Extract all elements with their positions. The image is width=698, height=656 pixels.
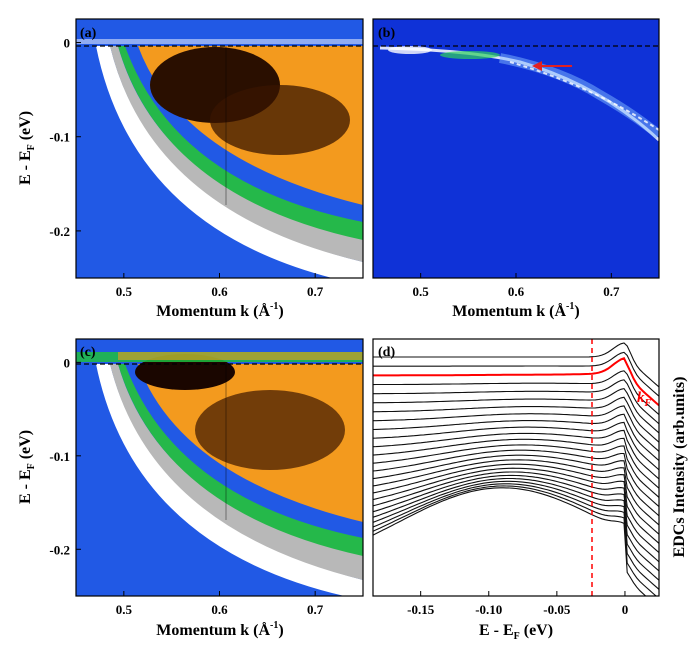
edc-curve	[373, 449, 659, 508]
edc-curve	[373, 459, 659, 526]
panel-c: (c) 0.5 0.6 0.7 0 -0.1 -0.2 Momentum k (Å-1)…	[17, 338, 364, 639]
edc-curve	[373, 477, 659, 572]
panel-b-arrow	[532, 61, 572, 71]
xtick-label: -0.15	[407, 602, 435, 617]
panel-c-ylabel: E - EF (eV)	[17, 430, 37, 504]
edc-curve	[373, 463, 659, 535]
panel-a-yticks: 0 -0.1 -0.2	[49, 36, 81, 239]
edc-curve	[373, 485, 657, 596]
edc-curve	[373, 351, 659, 397]
edc-curve	[373, 370, 659, 416]
panel-b: (b) 0.5 0.6 0.7 Momentum k (Å-1)	[372, 18, 660, 320]
edc-curve	[373, 421, 659, 471]
xtick-label: 0.5	[116, 602, 133, 617]
xtick-label: 0.7	[603, 284, 620, 299]
edc-curve-kf	[373, 357, 659, 407]
xtick-label: 0	[622, 602, 629, 617]
panel-d-xlabel: E - EF (eV)	[479, 622, 553, 642]
panel-d-label: (d)	[378, 345, 395, 360]
edc-curve	[373, 483, 659, 590]
edc-curve	[373, 471, 659, 554]
panel-a-label: (a)	[80, 26, 97, 41]
panel-a: (a) 0.5 0.6 0.7 0 -0.1 -0.2 Momentum k (Å-1)…	[17, 18, 364, 320]
panel-c-heatmap	[76, 339, 363, 596]
panel-c-xticks: 0.5 0.6 0.7	[116, 591, 324, 617]
edc-curve	[373, 487, 647, 596]
edc-curve	[373, 444, 659, 498]
panel-d: (d) kF -0.15 -0.10 -0.05 0 E - EF (eV) EDCs…	[372, 338, 688, 642]
panel-b-xlabel: Momentum k (Å-1)	[452, 301, 579, 320]
edc-curve	[373, 429, 659, 480]
panel-b-heatmap	[373, 19, 659, 278]
xtick-label: 0.5	[413, 284, 430, 299]
edc-curve	[373, 467, 659, 544]
edc-curve	[373, 379, 659, 425]
edc-curve	[373, 396, 659, 443]
edc-curve	[373, 480, 659, 581]
edc-curve	[373, 454, 659, 517]
edc-curve	[373, 387, 659, 434]
edc-curve	[373, 413, 659, 462]
xtick-label: 0.6	[211, 284, 228, 299]
panel-b-xticks: 0.5 0.6 0.7	[413, 273, 620, 299]
panel-d-ylabel: EDCs Intensity (arb.units)	[671, 377, 688, 558]
edc-curve	[373, 405, 659, 452]
ytick-label: 0	[64, 355, 71, 370]
xtick-label: -0.10	[475, 602, 502, 617]
ytick-label: -0.2	[49, 542, 70, 557]
edc-curve	[373, 437, 659, 489]
ytick-label: -0.1	[49, 449, 70, 464]
panel-c-label: (c)	[80, 345, 96, 360]
edc-curve	[373, 474, 659, 563]
panel-c-xlabel: Momentum k (Å-1)	[156, 620, 283, 639]
panel-b-label: (b)	[378, 26, 395, 41]
edc-curve	[373, 342, 659, 388]
xtick-label: -0.05	[543, 602, 571, 617]
xtick-label: 0.6	[211, 602, 228, 617]
xtick-label: 0.6	[508, 284, 525, 299]
xtick-label: 0.7	[307, 602, 324, 617]
panel-a-heatmap	[76, 19, 363, 278]
panel-a-ylabel: E - EF (eV)	[17, 111, 37, 185]
ytick-label: -0.2	[49, 224, 70, 239]
xtick-label: 0.7	[307, 284, 324, 299]
xtick-label: 0.5	[116, 284, 133, 299]
panel-d-xticks: -0.15 -0.10 -0.05 0	[407, 591, 628, 617]
panel-a-xticks: 0.5 0.6 0.7	[116, 273, 324, 299]
ytick-label: 0	[64, 36, 71, 51]
panel-c-yticks: 0 -0.1 -0.2	[49, 355, 81, 557]
ytick-label: -0.1	[49, 130, 70, 145]
panel-d-curves	[373, 342, 659, 596]
panel-a-xlabel: Momentum k (Å-1)	[156, 301, 283, 320]
